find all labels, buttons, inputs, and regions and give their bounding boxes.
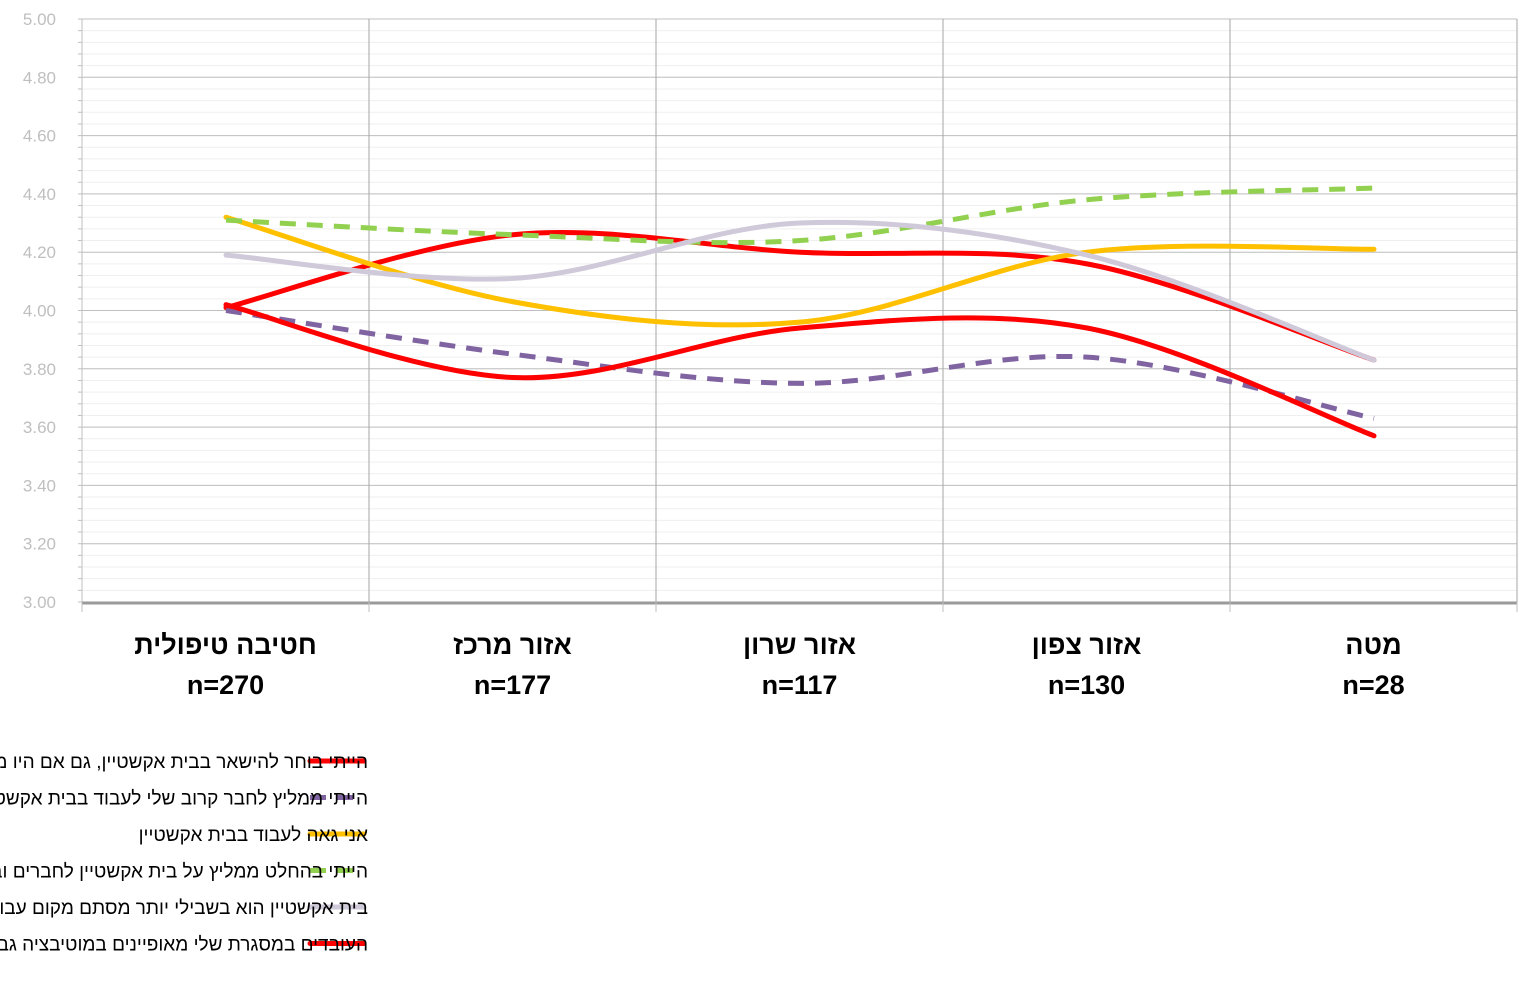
y-tick-label: 3.00 [23, 593, 56, 612]
x-category-n-label: n=270 [187, 670, 264, 700]
y-tick-label: 4.80 [23, 68, 56, 87]
legend-label-2: הייתי ממליץ לחבר קרוב שלי לעבוד בבית אקש… [0, 789, 368, 810]
y-tick-label: 3.20 [23, 535, 56, 554]
x-category-n-label: n=130 [1048, 670, 1125, 700]
y-tick-label: 4.00 [23, 302, 56, 321]
series-line-1 [223, 229, 1377, 363]
legend-label-6: העובדים במסגרת שלי מאופיינים במוטיבציה ג… [0, 935, 368, 956]
major-gridlines [82, 18, 1517, 603]
y-tick-label: 4.60 [23, 127, 56, 146]
x-category-label: מטה [1345, 630, 1401, 660]
legend-label-4: הייתי בהחלט ממליץ על בית אקשטיין לחברים … [0, 862, 368, 883]
y-tick-label: 3.60 [23, 418, 56, 437]
series-line-2 [225, 308, 1375, 421]
series-line-4 [225, 185, 1375, 246]
series-line-5 [223, 219, 1377, 363]
y-tick-label: 3.40 [23, 476, 56, 495]
legend-label-3: אני גאה לעבוד בבית אקשטיין [139, 825, 368, 846]
x-category-n-label: n=177 [474, 670, 551, 700]
y-tick-label: 3.80 [23, 360, 56, 379]
axes [78, 18, 1518, 612]
y-axis-tick-labels: 3.00 3.20 3.40 3.60 3.80 4.00 4.20 4.40 4.60 4.80… [23, 10, 56, 612]
series-lines [223, 185, 1377, 439]
x-category-label: אזור צפון [1032, 630, 1142, 660]
x-category-n-label: n=28 [1342, 670, 1404, 700]
x-category-label: אזור שרון [743, 630, 856, 660]
x-category-label: אזור מרכז [453, 630, 572, 660]
y-tick-label: 4.40 [23, 185, 56, 204]
y-tick-label: 5.00 [23, 10, 56, 29]
series-line-6 [223, 302, 1377, 439]
x-category-n-label: n=117 [762, 670, 838, 700]
legend: הייתי בוחר להישאר בבית אקשטיין, גם אם הי… [0, 752, 368, 956]
y-tick-label: 4.20 [23, 243, 56, 262]
series-line-3 [223, 214, 1377, 328]
x-category-label: חטיבה טיפולית [134, 630, 316, 660]
category-gridlines [368, 19, 1518, 602]
legend-label-5: בית אקשטיין הוא בשבילי יותר מסתם מקום עב… [0, 898, 368, 919]
x-axis-category-labels: חטיבה טיפולית n=270 אזור מרכז n=177 אזור שרו… [134, 630, 1404, 700]
legend-label-1: הייתי בוחר להישאר בבית אקשטיין, גם אם הי… [0, 752, 368, 773]
